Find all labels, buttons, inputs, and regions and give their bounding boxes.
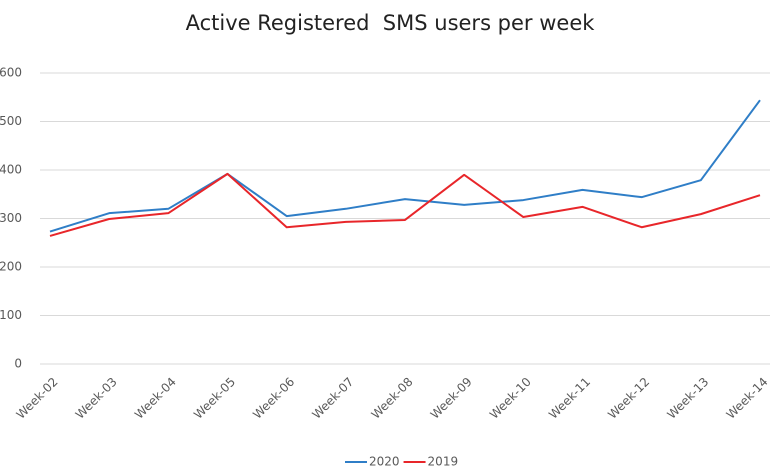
y-tick-label: 300 — [0, 211, 22, 225]
x-tick-label: Week-13 — [664, 375, 711, 422]
chart-title: Active Registered SMS users per week — [186, 11, 596, 35]
y-tick-label: 500 — [0, 114, 22, 128]
x-tick-label: Week-12 — [605, 375, 652, 422]
series-line — [49, 172, 761, 237]
legend-label: 2020 — [369, 455, 400, 469]
x-tick-label: Week-09 — [428, 375, 475, 422]
legend-label: 2019 — [428, 455, 459, 469]
series-line — [49, 99, 761, 233]
x-tick-label: Week-14 — [724, 375, 771, 422]
y-tick-label: 0 — [14, 357, 22, 371]
y-tick-label: 200 — [0, 260, 22, 274]
x-tick-label: Week-02 — [14, 375, 61, 422]
x-tick-label: Week-04 — [132, 375, 179, 422]
x-tick-label: Week-08 — [369, 375, 416, 422]
x-tick-label: Week-07 — [309, 375, 356, 422]
x-tick-label: Week-10 — [487, 375, 534, 422]
x-tick-label: Week-11 — [546, 375, 593, 422]
x-tick-label: Week-05 — [191, 375, 238, 422]
y-tick-label: 600 — [0, 66, 22, 80]
x-tick-label: Week-03 — [73, 375, 120, 422]
y-tick-label: 400 — [0, 163, 22, 177]
x-tick-label: Week-06 — [250, 375, 297, 422]
y-tick-label: 100 — [0, 308, 22, 322]
